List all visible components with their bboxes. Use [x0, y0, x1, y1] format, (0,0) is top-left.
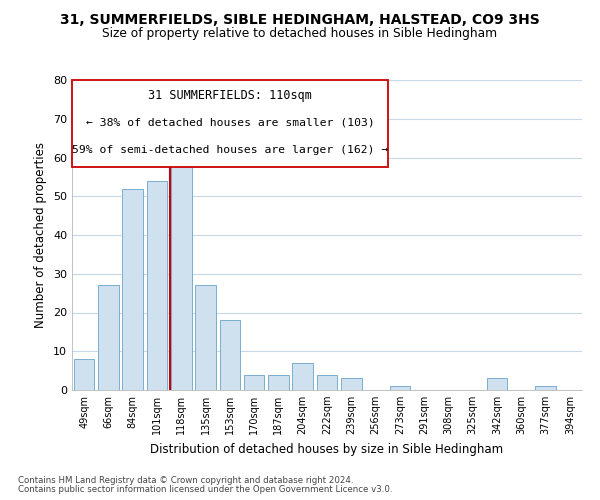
- Bar: [268, 374, 289, 390]
- Text: Contains HM Land Registry data © Crown copyright and database right 2024.: Contains HM Land Registry data © Crown c…: [18, 476, 353, 485]
- Bar: [292, 363, 313, 390]
- Bar: [535, 386, 556, 390]
- FancyBboxPatch shape: [72, 80, 388, 167]
- Bar: [122, 188, 143, 390]
- Bar: [195, 286, 216, 390]
- Bar: [220, 320, 240, 390]
- Text: 59% of semi-detached houses are larger (162) →: 59% of semi-detached houses are larger (…: [72, 145, 388, 155]
- Bar: [317, 374, 337, 390]
- Y-axis label: Number of detached properties: Number of detached properties: [34, 142, 47, 328]
- Bar: [341, 378, 362, 390]
- Text: Size of property relative to detached houses in Sible Hedingham: Size of property relative to detached ho…: [103, 28, 497, 40]
- Bar: [171, 162, 191, 390]
- Bar: [487, 378, 508, 390]
- Text: ← 38% of detached houses are smaller (103): ← 38% of detached houses are smaller (10…: [86, 117, 374, 127]
- Text: Contains public sector information licensed under the Open Government Licence v3: Contains public sector information licen…: [18, 485, 392, 494]
- Bar: [98, 286, 119, 390]
- Bar: [244, 374, 265, 390]
- Text: 31 SUMMERFIELDS: 110sqm: 31 SUMMERFIELDS: 110sqm: [148, 90, 312, 102]
- Bar: [146, 180, 167, 390]
- X-axis label: Distribution of detached houses by size in Sible Hedingham: Distribution of detached houses by size …: [151, 442, 503, 456]
- Text: 31, SUMMERFIELDS, SIBLE HEDINGHAM, HALSTEAD, CO9 3HS: 31, SUMMERFIELDS, SIBLE HEDINGHAM, HALST…: [60, 12, 540, 26]
- Bar: [389, 386, 410, 390]
- Bar: [74, 359, 94, 390]
